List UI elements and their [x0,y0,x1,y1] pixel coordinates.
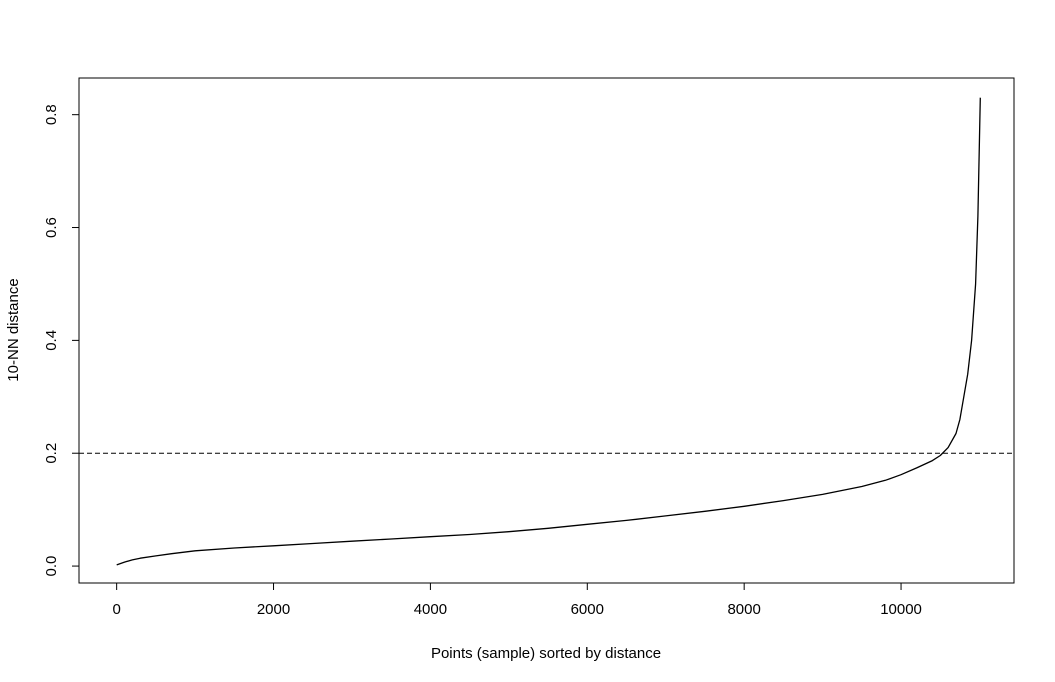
y-tick-label: 0.2 [43,443,60,464]
x-axis-title: Points (sample) sorted by distance [431,645,661,662]
x-tick-label: 4000 [414,601,447,618]
y-axis-title: 10-NN distance [5,278,22,381]
x-tick-label: 0 [112,601,120,618]
series-layer [116,97,981,566]
x-tick-label: 10000 [880,601,922,618]
x-axis: 0 2000 4000 6000 8000 10000 [112,582,922,618]
y-tick-label: 0.4 [43,330,60,351]
y-tick-label: 0.0 [43,556,60,577]
x-tick-label: 2000 [257,601,290,618]
y-axis: 0.0 0.2 0.4 0.6 0.8 [43,104,80,577]
plot-frame [78,77,1015,584]
x-tick-label: 8000 [727,601,760,618]
y-tick-label: 0.6 [43,217,60,238]
y-tick-label: 0.8 [43,104,60,125]
x-tick-label: 6000 [571,601,604,618]
distance-series-line [116,97,981,566]
